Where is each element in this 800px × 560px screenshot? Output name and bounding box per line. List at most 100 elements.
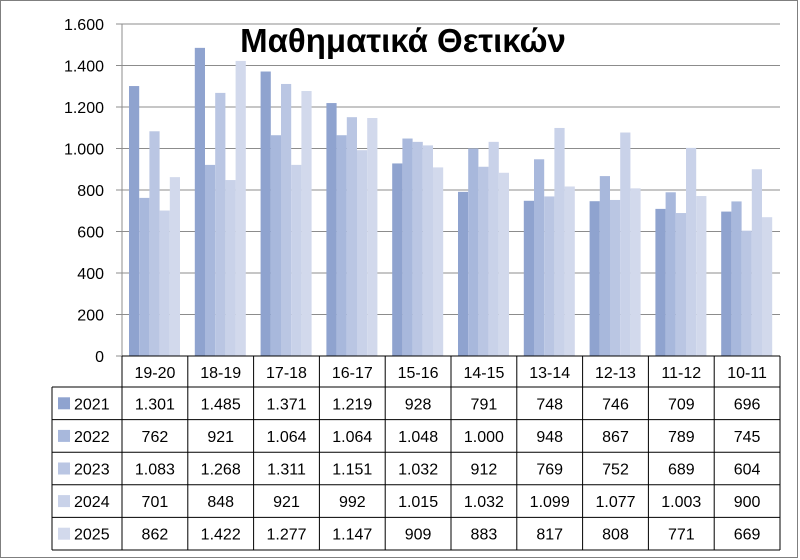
x-tick-label: 14-15: [463, 365, 504, 382]
bar-2023-15-16: [412, 141, 423, 356]
data-label: 1.277: [266, 527, 306, 544]
data-label: 948: [536, 429, 563, 446]
bar-2022-14-15: [468, 148, 479, 356]
bar-2023-13-14: [544, 196, 555, 356]
bar-2023-17-18: [281, 83, 292, 356]
bar-2021-17-18: [260, 71, 271, 356]
data-label: 689: [668, 462, 695, 479]
x-tick-label: 17-18: [266, 365, 307, 382]
y-tick-label: 400: [77, 266, 104, 283]
data-label: 1.147: [332, 527, 372, 544]
y-tick-label: 200: [77, 308, 104, 325]
data-label: 921: [273, 494, 300, 511]
bar-2024-10-11: [751, 169, 762, 356]
data-label: 709: [668, 396, 695, 413]
data-label: 909: [405, 527, 432, 544]
bar-2025-10-11: [762, 217, 773, 356]
x-tick-label: 15-16: [398, 365, 439, 382]
data-label: 1.032: [398, 462, 438, 479]
data-label: 1.422: [201, 527, 241, 544]
bar-2025-19-20: [169, 177, 180, 356]
data-label: 748: [536, 396, 563, 413]
bar-2022-10-11: [731, 201, 742, 356]
data-label: 1.032: [464, 494, 504, 511]
data-label: 1.219: [332, 396, 372, 413]
bar-2023-16-17: [346, 117, 357, 356]
data-label: 604: [734, 462, 761, 479]
data-label: 771: [668, 527, 695, 544]
legend-label: 2025: [74, 527, 110, 544]
y-tick-label: 600: [77, 225, 104, 242]
data-label: 808: [602, 527, 629, 544]
legend-label: 2022: [74, 429, 110, 446]
data-label: 1.077: [595, 494, 635, 511]
bar-2021-18-19: [194, 47, 205, 357]
legend-key-2022: [58, 429, 70, 442]
y-tick-label: 1.600: [64, 17, 104, 34]
data-label: 1.311: [267, 462, 306, 479]
legend-key-2025: [58, 527, 70, 540]
legend-label: 2023: [74, 462, 110, 479]
bar-2022-19-20: [139, 197, 150, 356]
data-label: 745: [734, 429, 761, 446]
legend-key-2023: [58, 462, 70, 475]
data-label: 1.000: [464, 429, 504, 446]
bar-2021-11-12: [655, 208, 666, 356]
data-label: 1.151: [332, 462, 372, 479]
bar-2024-13-14: [554, 127, 565, 357]
legend-key-2021: [58, 397, 70, 410]
data-label: 1.485: [201, 396, 241, 413]
bar-2023-14-15: [478, 166, 489, 356]
data-label: 992: [339, 494, 366, 511]
bar-2023-10-11: [741, 230, 752, 356]
x-tick-label: 12-13: [595, 365, 636, 382]
bars: [129, 47, 773, 357]
y-tick-label: 1.000: [64, 142, 104, 159]
data-label: 789: [668, 429, 695, 446]
x-tick-label: 16-17: [332, 365, 373, 382]
legend-label: 2021: [74, 396, 110, 413]
data-label: 1.064: [266, 429, 306, 446]
bar-2024-14-15: [488, 141, 499, 356]
bar-2025-12-13: [630, 188, 641, 356]
data-label: 762: [142, 429, 169, 446]
x-tick-label: 10-11: [727, 365, 767, 382]
bar-2023-18-19: [215, 92, 226, 356]
data-label: 769: [536, 462, 563, 479]
x-tick-label: 13-14: [529, 365, 570, 382]
data-label: 1.301: [135, 396, 175, 413]
bar-2025-17-18: [301, 91, 312, 357]
bar-2022-18-19: [205, 164, 216, 356]
data-label: 1.371: [266, 396, 306, 413]
bar-2024-12-13: [620, 132, 631, 356]
bar-2022-12-13: [599, 176, 610, 356]
bar-2021-10-11: [721, 211, 732, 356]
bar-2022-11-12: [665, 192, 676, 356]
data-label: 928: [405, 396, 432, 413]
legend-label: 2024: [74, 494, 110, 511]
data-label: 912: [471, 462, 498, 479]
x-tick-label: 18-19: [200, 365, 241, 382]
bar-2021-12-13: [589, 201, 600, 356]
y-tick-label: 1.400: [64, 59, 104, 76]
bar-2021-16-17: [326, 103, 337, 357]
x-tick-label: 19-20: [134, 365, 175, 382]
data-label: 1.064: [332, 429, 372, 446]
data-label: 867: [602, 429, 629, 446]
data-label: 1.003: [661, 494, 701, 511]
bar-2025-15-16: [433, 167, 444, 356]
data-label: 1.099: [530, 494, 570, 511]
legend-key-2024: [58, 495, 70, 508]
data-label: 669: [734, 527, 761, 544]
data-label: 1.048: [398, 429, 438, 446]
data-label: 921: [207, 429, 234, 446]
data-table: 19-20 18-19 17-18 16-17 15-16 14-15 13-14 12-13…: [51, 355, 781, 551]
data-label: 746: [602, 396, 629, 413]
bar-2022-15-16: [402, 138, 413, 356]
data-label: 883: [471, 527, 498, 544]
bar-2024-18-19: [225, 180, 236, 356]
bar-2023-11-12: [675, 213, 686, 356]
bar-2024-19-20: [159, 210, 170, 356]
bar-2025-16-17: [367, 117, 378, 356]
